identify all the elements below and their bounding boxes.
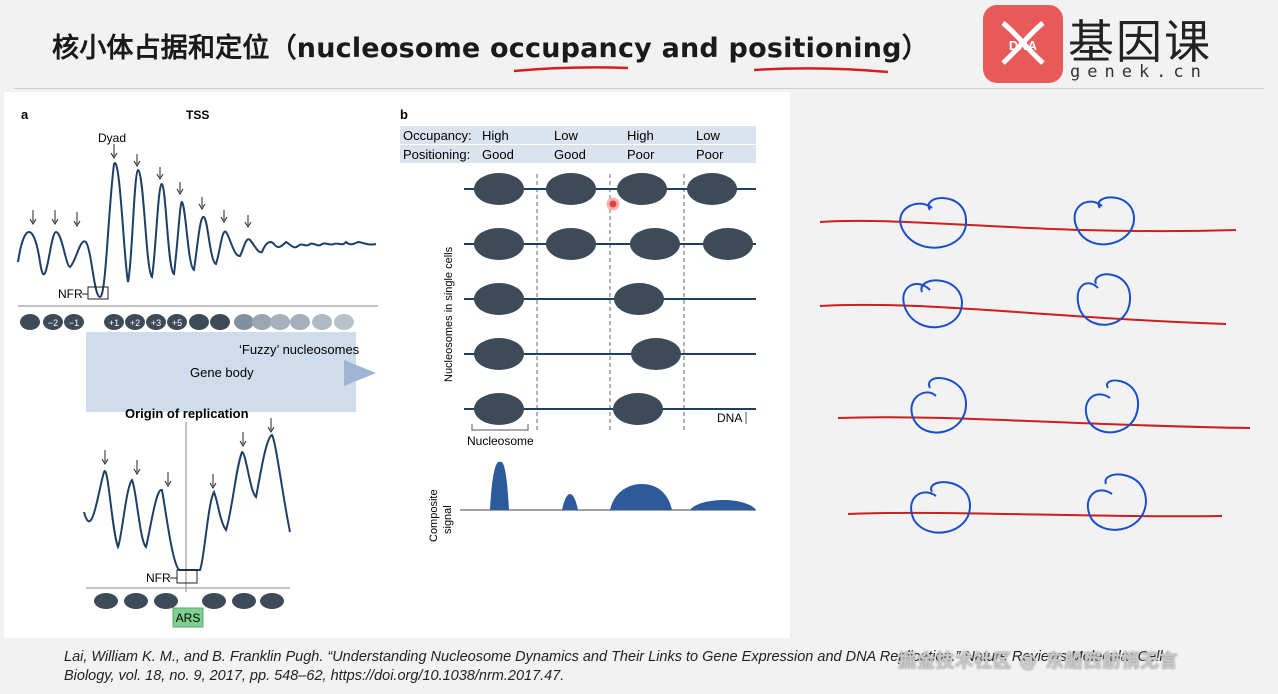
nuc-label-p2: +2 bbox=[130, 318, 140, 328]
fuzzy-label: ‘Fuzzy’ nucleosomes bbox=[239, 342, 360, 357]
composite-signals bbox=[490, 461, 756, 510]
annotation-line-4 bbox=[847, 511, 1223, 518]
annotation-line-3 bbox=[837, 416, 1251, 429]
citation: Lai, William K. M., and B. Franklin Pugh… bbox=[64, 648, 1274, 686]
logo-badge: DNA bbox=[983, 5, 1063, 83]
annotation-line-2 bbox=[819, 303, 1227, 325]
nucleosome-row-a bbox=[20, 314, 354, 330]
nfr-label: NFR bbox=[58, 287, 83, 301]
occupancy-profile-curve bbox=[17, 162, 377, 299]
gene-body-label: Gene body bbox=[190, 365, 254, 380]
positioning-col-2: Good bbox=[554, 147, 586, 162]
positioning-row-bg bbox=[400, 145, 756, 163]
nucleosome-label: Nucleosome bbox=[467, 434, 534, 448]
nuc-label-p5: +5 bbox=[172, 318, 182, 328]
nuc-label-m2: −2 bbox=[48, 318, 58, 328]
origin-arrows bbox=[101, 418, 275, 489]
cursor-dot bbox=[606, 197, 620, 211]
nfr2-label: NFR bbox=[146, 571, 171, 585]
occupancy-col-1: High bbox=[482, 128, 509, 143]
occupancy-row-label: Occupancy: bbox=[403, 128, 472, 143]
annotation-circle-7 bbox=[910, 481, 972, 534]
annotation-circle-6 bbox=[1085, 379, 1140, 434]
panel-a-letter: a bbox=[21, 107, 29, 122]
annotation-circle-2 bbox=[1073, 196, 1136, 246]
positioning-row-label: Positioning: bbox=[403, 147, 470, 162]
figure-panel: a TSS Dyad NFR bbox=[4, 92, 790, 638]
watermark: 掘金技术社区 @ 东船西舫悄无言 bbox=[898, 651, 1179, 672]
occupancy-col-3: High bbox=[627, 128, 654, 143]
y-axis-label-b: Nucleosomes in single cells bbox=[443, 246, 455, 382]
slide-title: 核小体占据和定位（nucleosome occupancy and positi… bbox=[52, 33, 929, 64]
title-underline-marks bbox=[513, 66, 889, 74]
citation-line-1: Lai, William K. M., and B. Franklin Pugh… bbox=[64, 649, 1163, 665]
nuc-label-m1: −1 bbox=[69, 318, 79, 328]
logo-english: genek.cn bbox=[1070, 62, 1208, 82]
citation-line-2: Biology, vol. 18, no. 9, 2017, pp. 548–6… bbox=[64, 668, 565, 684]
underline-occupancy bbox=[513, 66, 629, 73]
composite-label-2: signal bbox=[442, 505, 454, 534]
tss-label: TSS bbox=[186, 108, 209, 122]
positioning-col-1: Good bbox=[482, 147, 514, 162]
underline-positioning bbox=[753, 67, 889, 74]
single-cell-nucleosomes bbox=[474, 173, 753, 425]
dna-logo-icon: DNA bbox=[1001, 21, 1045, 65]
occupancy-col-2: Low bbox=[554, 128, 578, 143]
dyad-label: Dyad bbox=[98, 131, 126, 145]
positioning-col-4: Poor bbox=[696, 147, 724, 162]
annotation-circle-8 bbox=[1087, 473, 1148, 531]
ars-box bbox=[172, 607, 204, 628]
nuc-label-p1: +1 bbox=[109, 318, 119, 328]
origin-label: Origin of replication bbox=[125, 406, 249, 421]
annotation-circle-1 bbox=[899, 197, 968, 249]
composite-label-1: Composite bbox=[428, 489, 440, 542]
annotation-line-1 bbox=[819, 219, 1237, 233]
origin-profile-curve bbox=[83, 433, 291, 571]
logo-mark-text: DNA bbox=[1009, 38, 1038, 53]
positioning-col-3: Poor bbox=[627, 147, 655, 162]
occupancy-row-bg bbox=[400, 126, 756, 144]
occupancy-col-4: Low bbox=[696, 128, 720, 143]
gene-body-arrow bbox=[86, 332, 356, 412]
dna-label: DNA bbox=[717, 411, 742, 425]
column-dividers bbox=[536, 174, 685, 430]
panel-b-letter: b bbox=[400, 107, 408, 122]
peak-arrows bbox=[29, 144, 252, 228]
ars-label: ARS bbox=[176, 611, 201, 625]
annotation-circle-5 bbox=[910, 377, 968, 434]
annotation-circle-3 bbox=[902, 279, 964, 329]
annotation-circle-4 bbox=[1076, 273, 1132, 326]
header-divider bbox=[14, 88, 1264, 89]
nuc-label-p3: +3 bbox=[151, 318, 161, 328]
logo-chinese: 基因课 bbox=[1068, 15, 1212, 69]
nucleosome-row-origin bbox=[94, 593, 284, 609]
nfr-box bbox=[87, 286, 109, 300]
figure-svg: a TSS Dyad NFR bbox=[17, 107, 756, 628]
hand-drawn-annotation bbox=[819, 196, 1251, 534]
